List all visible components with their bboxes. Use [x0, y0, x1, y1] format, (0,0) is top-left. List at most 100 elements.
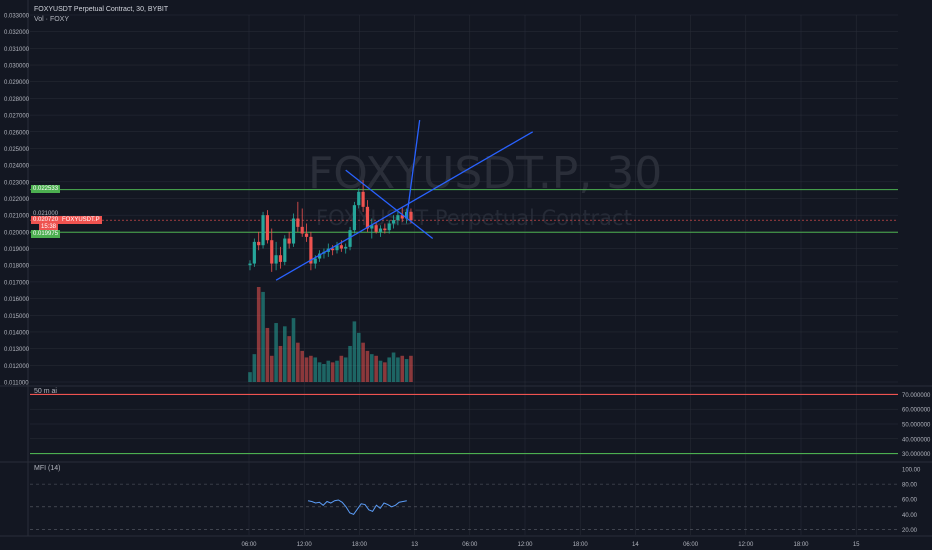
- candle-body[interactable]: [257, 241, 261, 246]
- candle-body[interactable]: [409, 211, 413, 221]
- volume-bar: [374, 355, 378, 382]
- time-axis-label: 13: [411, 542, 418, 548]
- volume-bar: [356, 332, 361, 382]
- candle-body[interactable]: [370, 225, 374, 229]
- indicator-axis-label: 70.000000: [902, 393, 931, 399]
- volume-bar: [370, 354, 374, 382]
- volume-bar: [252, 354, 257, 382]
- time-axis-label: 06:00: [462, 542, 478, 548]
- price-axis-label: 0.033000: [4, 14, 30, 20]
- candle-body[interactable]: [391, 220, 396, 224]
- candle-body[interactable]: [300, 226, 304, 234]
- candle-body[interactable]: [400, 215, 404, 219]
- time-axis-label: 14: [632, 542, 639, 548]
- indicator-axis-label: 40.000000: [902, 437, 931, 443]
- trendline[interactable]: [405, 120, 421, 219]
- volume-bar: [304, 357, 309, 382]
- candle-body[interactable]: [331, 248, 335, 251]
- candle-body[interactable]: [252, 241, 256, 264]
- volume-bar: [274, 323, 278, 382]
- countdown-tag: 15:38: [39, 223, 59, 231]
- candle-body[interactable]: [374, 225, 378, 232]
- volume-bar: [261, 291, 265, 382]
- volume-bar: [296, 342, 300, 382]
- price-axis-label: 0.027000: [4, 114, 30, 120]
- candle-body[interactable]: [361, 191, 365, 207]
- volume-bar: [404, 359, 409, 382]
- ema-indicator-label[interactable]: 50 m ai: [34, 388, 57, 395]
- candle-body[interactable]: [344, 246, 348, 249]
- candle-body[interactable]: [296, 218, 300, 227]
- trendline[interactable]: [275, 131, 534, 281]
- price-axis-label: 0.024000: [4, 164, 30, 170]
- candle-body[interactable]: [270, 240, 274, 264]
- price-axis-label: 0.025000: [4, 147, 30, 153]
- price-axis-label: 0.018000: [4, 264, 30, 270]
- trendline[interactable]: [345, 169, 434, 240]
- candle-body[interactable]: [396, 215, 400, 221]
- price-axis-label: 0.023000: [4, 180, 30, 186]
- candle-body[interactable]: [265, 215, 269, 241]
- candle-body[interactable]: [248, 263, 252, 266]
- time-axis-label: 12:00: [297, 542, 313, 548]
- candle-body[interactable]: [365, 206, 370, 229]
- candle-body[interactable]: [378, 228, 383, 232]
- volume-bar: [343, 357, 348, 382]
- price-axis-label: 0.019000: [4, 247, 30, 253]
- volume-bar: [339, 355, 344, 382]
- volume-bar: [317, 362, 322, 382]
- candle-body[interactable]: [261, 215, 265, 246]
- candle-body[interactable]: [383, 228, 387, 231]
- mfi-indicator-label[interactable]: MFI (14): [34, 465, 61, 472]
- time-axis-label: 18:00: [573, 542, 589, 548]
- candle-body[interactable]: [274, 255, 278, 264]
- price-axis-label: 0.013000: [4, 347, 30, 353]
- candle-body[interactable]: [387, 223, 391, 231]
- candle-body[interactable]: [283, 238, 287, 262]
- time-axis-label: 12:00: [517, 542, 533, 548]
- candle-body[interactable]: [335, 245, 339, 251]
- candle-body[interactable]: [287, 238, 291, 244]
- price-axis-label: 0.030000: [4, 64, 30, 70]
- volume-bar: [348, 345, 352, 382]
- volume-bar: [330, 362, 335, 382]
- volume-bar: [378, 360, 383, 382]
- candle-body[interactable]: [348, 230, 352, 247]
- last-price-tag: 0.020720: [31, 216, 61, 224]
- volume-bar: [248, 372, 252, 382]
- volume-bar: [291, 318, 296, 382]
- volume-bar: [313, 357, 318, 382]
- chart-title[interactable]: FOXYUSDT Perpetual Contract, 30, BYBIT: [34, 6, 169, 13]
- volume-bar: [335, 360, 339, 382]
- indicator-axis-label: 60.000000: [902, 408, 931, 414]
- candle-body[interactable]: [318, 253, 322, 259]
- symbol-tag: FOXYUSDT.P: [60, 216, 102, 224]
- price-axis-label: 0.017000: [4, 280, 30, 286]
- candle-body[interactable]: [339, 245, 343, 249]
- candle-body[interactable]: [313, 258, 317, 264]
- price-axis-label: 0.031000: [4, 47, 30, 53]
- price-axis-label: 0.016000: [4, 297, 30, 303]
- mfi-line[interactable]: [307, 499, 407, 515]
- volume-bar: [300, 350, 304, 382]
- candle-body[interactable]: [304, 233, 309, 237]
- faded-price-label: 0.021000: [33, 211, 59, 217]
- volume-label[interactable]: Vol · FOXY: [34, 16, 70, 23]
- volume-bar: [265, 327, 270, 382]
- candle-body[interactable]: [278, 255, 283, 262]
- candle-body[interactable]: [309, 236, 313, 264]
- price-axis-label: 0.020000: [4, 230, 30, 236]
- lower-level-tag: 0.019975: [31, 230, 61, 238]
- mfi-axis-label: 60.00: [902, 498, 918, 504]
- price-axis-label: 0.021000: [4, 214, 30, 220]
- candle-body[interactable]: [352, 205, 356, 231]
- volume-bar: [361, 342, 365, 382]
- mfi-axis-label: 20.00: [902, 528, 918, 534]
- mfi-axis-label: 100.00: [902, 468, 921, 474]
- volume-bar: [352, 321, 357, 382]
- time-axis-label: 06:00: [241, 542, 257, 548]
- volume-bar: [391, 352, 396, 382]
- candle-body[interactable]: [357, 191, 361, 206]
- candle-body[interactable]: [291, 218, 296, 244]
